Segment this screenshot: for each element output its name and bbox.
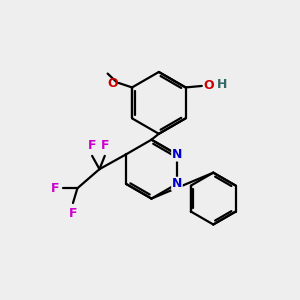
Text: F: F (88, 139, 96, 152)
Text: O: O (203, 80, 214, 92)
Text: F: F (51, 182, 59, 195)
Text: F: F (69, 207, 77, 220)
Text: F: F (100, 139, 109, 152)
Text: O: O (107, 76, 118, 89)
Text: N: N (172, 148, 182, 161)
Text: H: H (217, 78, 227, 91)
Text: N: N (172, 177, 182, 190)
